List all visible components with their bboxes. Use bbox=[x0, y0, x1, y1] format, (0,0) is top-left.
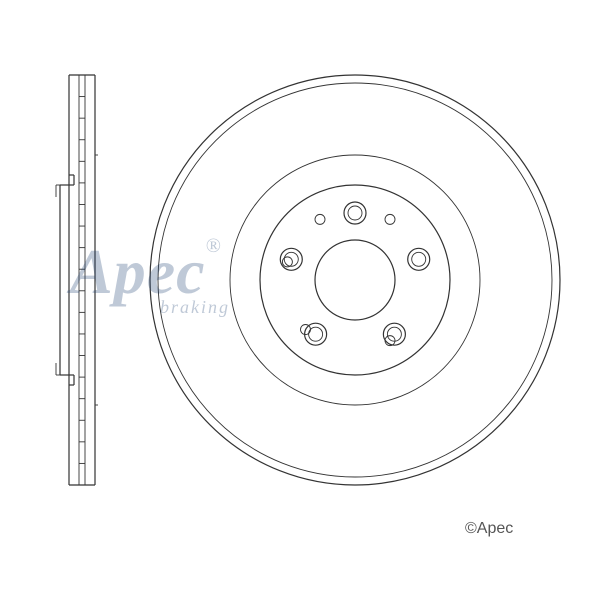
technical-drawing-svg bbox=[0, 0, 600, 600]
diagram-stage: Apec® braking ©Apec bbox=[0, 0, 600, 600]
copyright-text: ©Apec bbox=[465, 520, 513, 538]
